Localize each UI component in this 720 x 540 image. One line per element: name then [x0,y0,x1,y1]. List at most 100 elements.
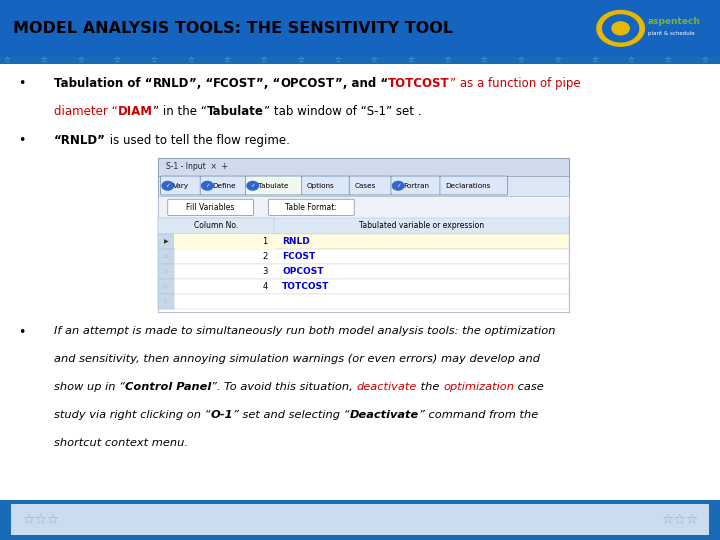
Text: ☆☆☆: ☆☆☆ [22,513,59,526]
Text: FCOST: FCOST [282,252,315,261]
Text: Control Panel: Control Panel [125,382,211,392]
Bar [158,294,174,309]
Text: ▶: ▶ [164,239,168,244]
Text: optimization: optimization [443,382,514,392]
FancyBboxPatch shape [440,176,508,195]
Text: ✓: ✓ [251,183,255,188]
Text: Fortran: Fortran [403,183,429,189]
Text: ” tab window of “S-1” set .: ” tab window of “S-1” set . [264,105,421,118]
Text: the: the [417,382,443,392]
Text: RNLD: RNLD [282,237,310,246]
Text: case: case [514,382,544,392]
Bar [158,218,569,234]
Bar [158,264,569,279]
Text: plant & schedule: plant & schedule [648,31,695,36]
Bar [158,264,174,279]
Text: ☆: ☆ [334,56,341,65]
Circle shape [392,181,404,190]
Text: ✓: ✓ [205,183,210,188]
Text: shortcut context menu.: shortcut context menu. [54,438,188,448]
Text: ▷: ▷ [164,269,168,274]
Text: ▷: ▷ [164,299,168,305]
Text: 2: 2 [263,252,268,261]
Text: Table Format:: Table Format: [285,203,338,212]
Text: diameter “: diameter “ [54,105,118,118]
Text: ☆: ☆ [187,56,194,65]
FancyBboxPatch shape [246,176,302,195]
Text: Deactivate: Deactivate [349,410,419,420]
Text: study via right clicking on “: study via right clicking on “ [54,410,210,420]
Text: Column No.: Column No. [194,221,238,230]
Text: TOTCOST: TOTCOST [282,282,330,291]
Circle shape [603,15,639,42]
Circle shape [202,181,213,190]
Text: ” as a function of pipe: ” as a function of pipe [449,77,580,90]
Text: ☆: ☆ [444,56,451,65]
Bar [0,57,720,64]
Text: Cases: Cases [354,183,376,189]
Text: ☆: ☆ [40,56,48,65]
Text: ☆: ☆ [628,56,635,65]
Text: ☆: ☆ [224,56,231,65]
Text: ☆: ☆ [77,56,84,65]
Text: ☆: ☆ [591,56,598,65]
Bar [158,218,569,312]
Bar [158,294,569,309]
Text: TOTCOST: TOTCOST [388,77,449,90]
Bar [158,249,569,264]
Bar [158,279,174,294]
Text: and sensitivity, then annoying simulation warnings (or even errors) may develop : and sensitivity, then annoying simulatio… [54,354,540,364]
Text: aspentech: aspentech [648,17,701,26]
Text: Declarations: Declarations [445,183,490,189]
Text: ☆: ☆ [150,56,158,65]
Text: deactivate: deactivate [356,382,417,392]
Text: •: • [18,134,25,147]
Text: Tabulate: Tabulate [258,183,288,189]
Text: Tabulation of “: Tabulation of “ [54,77,153,90]
Text: ” in the “: ” in the “ [153,105,207,118]
Text: ☆: ☆ [371,56,378,65]
Text: ☆: ☆ [518,56,525,65]
Text: ✓: ✓ [396,183,400,188]
Text: ”, and “: ”, and “ [335,77,388,90]
FancyBboxPatch shape [269,199,354,215]
Bar [158,196,569,218]
Text: OPCOST: OPCOST [282,267,324,276]
FancyBboxPatch shape [302,176,350,195]
Bar [11,504,709,535]
Text: If an attempt is made to simultaneously run both model analysis tools: the optim: If an attempt is made to simultaneously … [54,326,556,336]
Text: ”, “: ”, “ [256,77,281,90]
Text: RNLD: RNLD [153,77,189,90]
Text: 4: 4 [263,282,268,291]
Bar [158,176,569,196]
Text: ”. To avoid this situation,: ”. To avoid this situation, [211,382,356,392]
Text: ☆: ☆ [114,56,121,65]
Text: •: • [18,326,25,339]
Text: ☆: ☆ [665,56,672,65]
Text: ☆: ☆ [701,56,708,65]
Text: ▷: ▷ [164,254,168,259]
Bar [158,234,174,249]
Text: Define: Define [212,183,236,189]
Text: OPCOST: OPCOST [281,77,335,90]
Text: is used to tell the flow regime.: is used to tell the flow regime. [106,134,289,147]
Text: Fill Variables: Fill Variables [186,203,235,212]
Text: FCOST: FCOST [213,77,256,90]
Text: Tabulated variable or expression: Tabulated variable or expression [359,221,484,230]
Text: 3: 3 [263,267,268,276]
Text: •: • [18,77,25,90]
Bar [158,158,569,176]
Text: Vary: Vary [173,183,189,189]
Text: 1: 1 [263,237,268,246]
Circle shape [247,181,258,190]
Text: ☆: ☆ [554,56,562,65]
Text: O-1: O-1 [210,410,233,420]
Bar [0,500,720,540]
FancyBboxPatch shape [391,176,441,195]
FancyBboxPatch shape [161,176,201,195]
Text: S-1 - Input  ×  +: S-1 - Input × + [166,163,228,171]
Text: DIAM: DIAM [118,105,153,118]
Text: MODEL ANALYSIS TOOLS: THE SENSITIVITY TOOL: MODEL ANALYSIS TOOLS: THE SENSITIVITY TO… [13,21,453,36]
FancyBboxPatch shape [200,176,246,195]
FancyBboxPatch shape [168,199,253,215]
